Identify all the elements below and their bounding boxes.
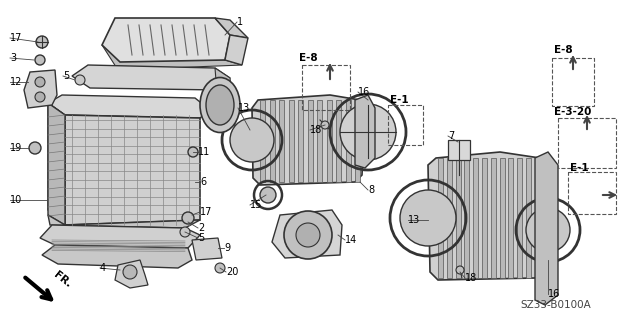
Polygon shape [535,152,558,305]
Polygon shape [260,100,265,182]
Polygon shape [428,152,545,280]
Polygon shape [482,158,487,278]
Polygon shape [48,95,210,118]
Polygon shape [102,18,230,62]
Circle shape [29,142,41,154]
Text: 3: 3 [10,53,16,63]
Polygon shape [269,100,275,182]
Text: 6: 6 [200,177,206,187]
Circle shape [35,55,45,65]
Text: 12: 12 [10,77,22,87]
Circle shape [75,75,85,85]
Text: E-3-20: E-3-20 [554,107,591,117]
Text: 2: 2 [198,223,204,233]
Polygon shape [355,100,360,182]
Text: 17: 17 [200,207,212,217]
Polygon shape [279,100,284,182]
Circle shape [260,187,276,203]
Text: 18: 18 [465,273,477,283]
Polygon shape [535,158,540,278]
Circle shape [230,118,274,162]
Polygon shape [346,100,351,182]
Text: E-1: E-1 [570,163,589,173]
Bar [448,140,470,160]
Polygon shape [48,103,65,225]
Polygon shape [102,45,242,70]
Polygon shape [456,158,461,278]
Circle shape [36,36,48,48]
Polygon shape [508,158,513,278]
Circle shape [340,104,396,160]
Ellipse shape [200,78,240,132]
Polygon shape [491,158,496,278]
Text: 17: 17 [10,33,22,43]
Polygon shape [326,100,332,182]
Circle shape [123,265,137,279]
Circle shape [284,211,332,259]
Polygon shape [465,158,469,278]
Polygon shape [317,100,322,182]
Text: 8: 8 [368,185,374,195]
Text: 9: 9 [224,243,230,253]
Text: 16: 16 [548,289,560,299]
Polygon shape [40,225,200,248]
Circle shape [180,227,190,237]
Text: 11: 11 [198,147,211,157]
Polygon shape [225,35,248,65]
Circle shape [296,223,320,247]
Polygon shape [307,100,312,182]
Text: 14: 14 [345,235,357,245]
Polygon shape [192,238,222,260]
Polygon shape [252,95,365,185]
Text: 5: 5 [63,71,69,81]
Polygon shape [289,100,294,182]
Polygon shape [355,95,375,168]
Polygon shape [42,245,192,268]
Circle shape [215,263,225,273]
Circle shape [35,77,45,87]
Circle shape [188,147,198,157]
Circle shape [526,208,570,252]
Text: SZ33-B0100A: SZ33-B0100A [520,300,591,310]
Text: 13: 13 [408,215,420,225]
Polygon shape [215,18,248,38]
Circle shape [321,121,329,129]
Polygon shape [48,215,200,228]
Polygon shape [24,70,57,108]
Text: E-1: E-1 [390,95,408,105]
Text: 15: 15 [250,200,262,210]
Text: 10: 10 [10,195,22,205]
Text: 5: 5 [198,233,204,243]
Text: 18: 18 [310,125,323,135]
Text: 7: 7 [448,131,454,141]
Polygon shape [298,100,303,182]
Text: 19: 19 [10,143,22,153]
Polygon shape [500,158,504,278]
Polygon shape [72,65,230,90]
Ellipse shape [206,85,234,125]
Circle shape [35,92,45,102]
Circle shape [400,190,456,246]
Circle shape [456,266,464,274]
Polygon shape [517,158,522,278]
Polygon shape [438,158,443,278]
Circle shape [182,212,194,224]
Polygon shape [215,68,235,130]
Text: FR.: FR. [52,270,74,290]
Text: 4: 4 [100,263,106,273]
Text: 20: 20 [226,267,238,277]
Text: E-8: E-8 [299,53,317,63]
Text: 16: 16 [358,87,371,97]
Polygon shape [526,158,531,278]
Polygon shape [115,260,148,288]
Text: 13: 13 [238,103,250,113]
Polygon shape [272,210,342,258]
Polygon shape [65,115,200,225]
Polygon shape [473,158,478,278]
Polygon shape [336,100,341,182]
Text: E-8: E-8 [554,45,573,55]
Polygon shape [48,103,65,220]
Polygon shape [447,158,452,278]
Text: 1: 1 [237,17,243,27]
